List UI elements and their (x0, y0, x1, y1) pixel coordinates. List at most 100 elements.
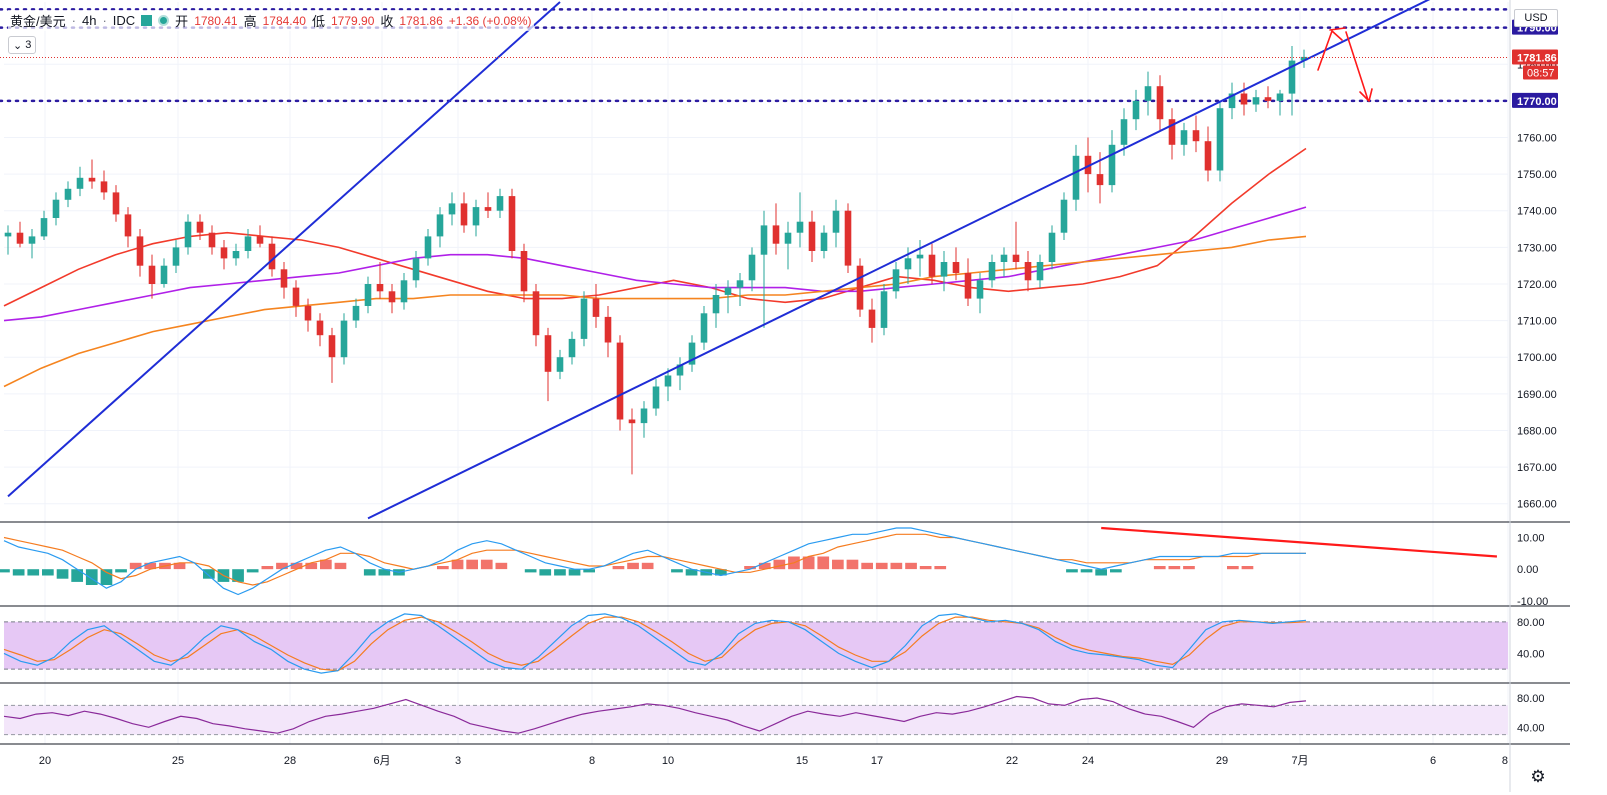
candle-body (76, 177, 84, 189)
macd-histogram-bar (451, 559, 464, 570)
live-dot-icon (158, 15, 170, 26)
candle-body (808, 221, 816, 251)
candle-body (556, 357, 564, 372)
price-tick-label: 1710.00 (1517, 316, 1557, 328)
time-tick-label: 25 (172, 755, 184, 767)
macd-histogram-bar (115, 569, 127, 573)
candle-body (940, 262, 948, 277)
candle-body (1072, 155, 1080, 200)
time-tick-label: 15 (796, 755, 808, 767)
candle-body (1300, 56, 1308, 61)
candle-body (1012, 254, 1020, 262)
header-separator: · (102, 13, 107, 28)
macd-signal-line (3, 533, 1306, 586)
price-tick-label: 1740.00 (1517, 206, 1557, 218)
gear-icon[interactable]: ⚙ (1530, 767, 1546, 786)
candle-body (628, 419, 636, 424)
time-tick-label: 6 (1430, 755, 1436, 767)
rsi-line (3, 695, 1307, 734)
candle-body (652, 386, 660, 409)
candle-body (820, 232, 828, 251)
macd-histogram-bar (758, 562, 771, 570)
stochastic-tick-label: 80.00 (1517, 617, 1545, 629)
stochastic-tick-label: 40.00 (1517, 648, 1545, 660)
macd-histogram-bar (100, 569, 113, 585)
price-tick-label: 1680.00 (1517, 425, 1557, 437)
macd-histogram-bar (1183, 566, 1195, 570)
candle-body (640, 408, 648, 424)
open-value: 1780.41 (194, 13, 238, 28)
price-tick-label: 1670.00 (1517, 462, 1557, 474)
candle-body (148, 265, 156, 284)
macd-histogram-bar (612, 566, 625, 570)
candle-body (736, 280, 744, 288)
macd-histogram-bar (1080, 569, 1093, 573)
candle-body (532, 291, 540, 336)
candle-body (1240, 93, 1248, 105)
candle-body (616, 342, 624, 420)
indicators-collapse-button[interactable]: ⌄ 3 (8, 36, 37, 54)
time-tick-label: 22 (1006, 755, 1018, 767)
candle-body (712, 295, 720, 314)
price-tick-label: 1750.00 (1517, 169, 1557, 181)
candle-body (64, 188, 72, 200)
macd-histogram-bar (276, 562, 288, 570)
candle-body (1120, 119, 1128, 145)
candle-body (952, 262, 960, 273)
time-tick-label: 8 (589, 755, 595, 767)
rsi-tick-label: 40.00 (1517, 722, 1545, 734)
candle-body (484, 207, 492, 211)
symbol-name[interactable]: 黄金/美元 (10, 14, 66, 29)
candle-body (232, 251, 240, 259)
candle-body (280, 269, 288, 288)
candle-body (1276, 93, 1284, 101)
macd-histogram-bar (305, 562, 318, 570)
candle-body (664, 375, 672, 387)
interval-label[interactable]: 4h (81, 13, 97, 28)
macd-histogram-bar (539, 569, 552, 576)
candle-body (592, 298, 600, 317)
candle-body (796, 221, 804, 233)
candle-body (472, 207, 480, 226)
candle-body (52, 199, 60, 218)
currency-button[interactable]: USD (1514, 9, 1558, 27)
candle-body (40, 218, 48, 237)
candle-body (100, 181, 108, 193)
candle-body (880, 291, 888, 328)
candle-body (904, 258, 912, 270)
candle-body (1084, 155, 1092, 175)
candle-body (604, 316, 612, 343)
macd-histogram-bar (861, 562, 873, 570)
channel-trend-line (367, 59, 1305, 520)
time-tick-label: 3 (455, 755, 461, 767)
candle-body (364, 284, 372, 306)
candle-body (772, 225, 780, 244)
macd-histogram-bar (290, 562, 303, 570)
source-label: IDC (112, 13, 136, 28)
candle-body (928, 254, 936, 277)
stochastic-k-line (3, 613, 1307, 674)
macd-histogram-bar (890, 562, 903, 570)
macd-tick-label: 10.00 (1517, 533, 1545, 545)
low-value: 1779.90 (331, 13, 375, 28)
price-tick-label: 1690.00 (1517, 389, 1557, 401)
candle-body (244, 236, 252, 251)
macd-histogram-bar (203, 569, 215, 579)
candle-body (1192, 130, 1200, 142)
price-tick-label: 1730.00 (1517, 242, 1557, 254)
macd-histogram-bar (1241, 566, 1254, 570)
macd-histogram-bar (744, 566, 756, 570)
macd-histogram-bar (1095, 569, 1107, 576)
macd-histogram-bar (524, 569, 537, 573)
candle-body (172, 247, 180, 266)
candle-body (1060, 199, 1068, 233)
macd-histogram-bar (437, 566, 449, 570)
macd-histogram-bar (12, 569, 25, 576)
macd-histogram-bar (715, 569, 727, 576)
countdown-text: 08:57 (1527, 67, 1555, 79)
time-tick-label: 6月 (373, 755, 390, 767)
macd-histogram-bar (1227, 566, 1239, 570)
